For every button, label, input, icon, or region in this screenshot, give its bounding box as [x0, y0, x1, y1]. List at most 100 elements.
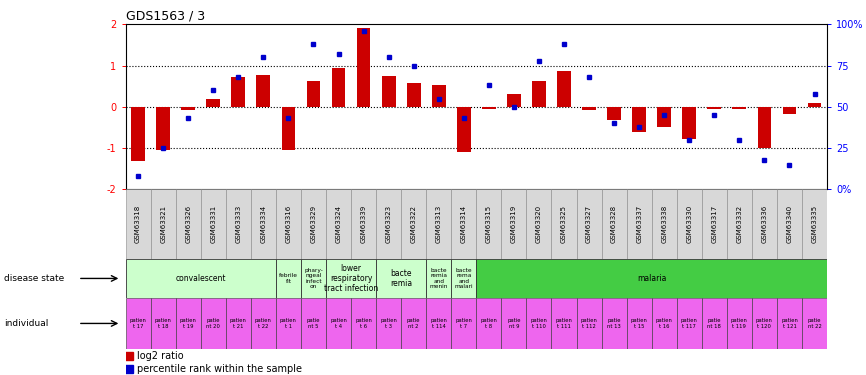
Bar	[708, 107, 721, 109]
Bar	[176, 189, 201, 259]
Bar	[701, 298, 727, 349]
Text: GSM63328: GSM63328	[611, 205, 617, 243]
Text: GSM63333: GSM63333	[236, 205, 242, 243]
Text: GSM63318: GSM63318	[135, 205, 141, 243]
Text: patien
t 21: patien t 21	[229, 318, 247, 328]
Text: patien
t 22: patien t 22	[255, 318, 272, 328]
Bar	[651, 298, 676, 349]
Text: patien
t 1: patien t 1	[280, 318, 297, 328]
Bar	[432, 86, 446, 107]
Bar	[752, 298, 777, 349]
Text: GSM63329: GSM63329	[311, 205, 316, 243]
Bar	[501, 189, 527, 259]
Text: patien
t 17: patien t 17	[130, 318, 146, 328]
Bar	[276, 298, 301, 349]
Bar	[426, 189, 451, 259]
Text: patien
t 7: patien t 7	[456, 318, 472, 328]
Text: patien
t 111: patien t 111	[556, 318, 572, 328]
Text: GDS1563 / 3: GDS1563 / 3	[126, 9, 204, 22]
Text: bacte
rema
and
malari: bacte rema and malari	[455, 268, 473, 289]
Bar	[527, 298, 552, 349]
Bar	[777, 189, 802, 259]
Text: GSM63316: GSM63316	[286, 205, 291, 243]
Text: phary-
ngeal
infect
on: phary- ngeal infect on	[304, 268, 323, 289]
Text: GSM63323: GSM63323	[385, 205, 391, 243]
Bar	[632, 107, 646, 132]
Text: GSM63315: GSM63315	[486, 205, 492, 243]
Text: patien
t 119: patien t 119	[731, 318, 747, 328]
Bar	[582, 107, 596, 110]
Bar	[151, 189, 176, 259]
Bar	[401, 189, 426, 259]
Text: GSM63317: GSM63317	[711, 205, 717, 243]
Text: patien
t 16: patien t 16	[656, 318, 673, 328]
Bar	[251, 189, 276, 259]
Bar	[651, 189, 676, 259]
Bar	[777, 298, 802, 349]
Bar	[301, 259, 326, 298]
Bar	[802, 189, 827, 259]
Bar	[607, 107, 621, 120]
Bar	[382, 76, 396, 107]
Bar	[181, 107, 195, 110]
Bar	[451, 298, 476, 349]
Bar	[326, 189, 351, 259]
Bar	[206, 99, 220, 107]
Text: GSM63332: GSM63332	[736, 205, 742, 243]
Bar	[627, 298, 651, 349]
Text: GSM63335: GSM63335	[811, 205, 818, 243]
Bar	[552, 189, 577, 259]
Text: patie
nt 22: patie nt 22	[808, 318, 822, 328]
Bar	[752, 189, 777, 259]
Text: GSM63324: GSM63324	[335, 205, 341, 243]
Bar	[577, 298, 602, 349]
Bar	[176, 298, 201, 349]
Text: patien
t 18: patien t 18	[155, 318, 171, 328]
Bar	[126, 259, 276, 298]
Bar	[676, 189, 701, 259]
Bar	[727, 298, 752, 349]
Text: patien
t 110: patien t 110	[531, 318, 547, 328]
Bar	[276, 189, 301, 259]
Text: patien
t 121: patien t 121	[781, 318, 798, 328]
Bar	[326, 298, 351, 349]
Bar	[332, 68, 346, 107]
Bar	[457, 107, 470, 152]
Bar	[126, 298, 151, 349]
Text: febrile
fit: febrile fit	[279, 273, 298, 284]
Text: patien
t 6: patien t 6	[355, 318, 372, 328]
Text: GSM63327: GSM63327	[586, 205, 592, 243]
Bar	[357, 28, 371, 107]
Bar	[808, 103, 821, 107]
Bar	[476, 259, 827, 298]
Bar	[758, 107, 772, 148]
Bar	[231, 77, 245, 107]
Text: GSM63340: GSM63340	[786, 205, 792, 243]
Bar	[256, 75, 270, 107]
Text: patien
t 15: patien t 15	[630, 318, 648, 328]
Text: GSM63326: GSM63326	[185, 205, 191, 243]
Bar	[156, 107, 170, 150]
Bar	[627, 189, 651, 259]
Text: GSM63339: GSM63339	[360, 205, 366, 243]
Bar	[376, 259, 426, 298]
Bar	[426, 298, 451, 349]
Bar	[727, 189, 752, 259]
Text: patie
nt 5: patie nt 5	[307, 318, 320, 328]
Text: patie
nt 2: patie nt 2	[407, 318, 420, 328]
Text: GSM63334: GSM63334	[261, 205, 267, 243]
Text: bacte
remia
and
menin: bacte remia and menin	[430, 268, 448, 289]
Text: GSM63319: GSM63319	[511, 205, 517, 243]
Text: patien
t 112: patien t 112	[580, 318, 598, 328]
Bar	[151, 298, 176, 349]
Bar	[802, 298, 827, 349]
Bar	[376, 189, 401, 259]
Bar	[226, 298, 251, 349]
Bar	[501, 298, 527, 349]
Text: GSM63325: GSM63325	[561, 205, 567, 243]
Bar	[602, 189, 627, 259]
Bar	[476, 298, 501, 349]
Bar	[132, 107, 145, 160]
Bar	[676, 298, 701, 349]
Bar	[602, 298, 627, 349]
